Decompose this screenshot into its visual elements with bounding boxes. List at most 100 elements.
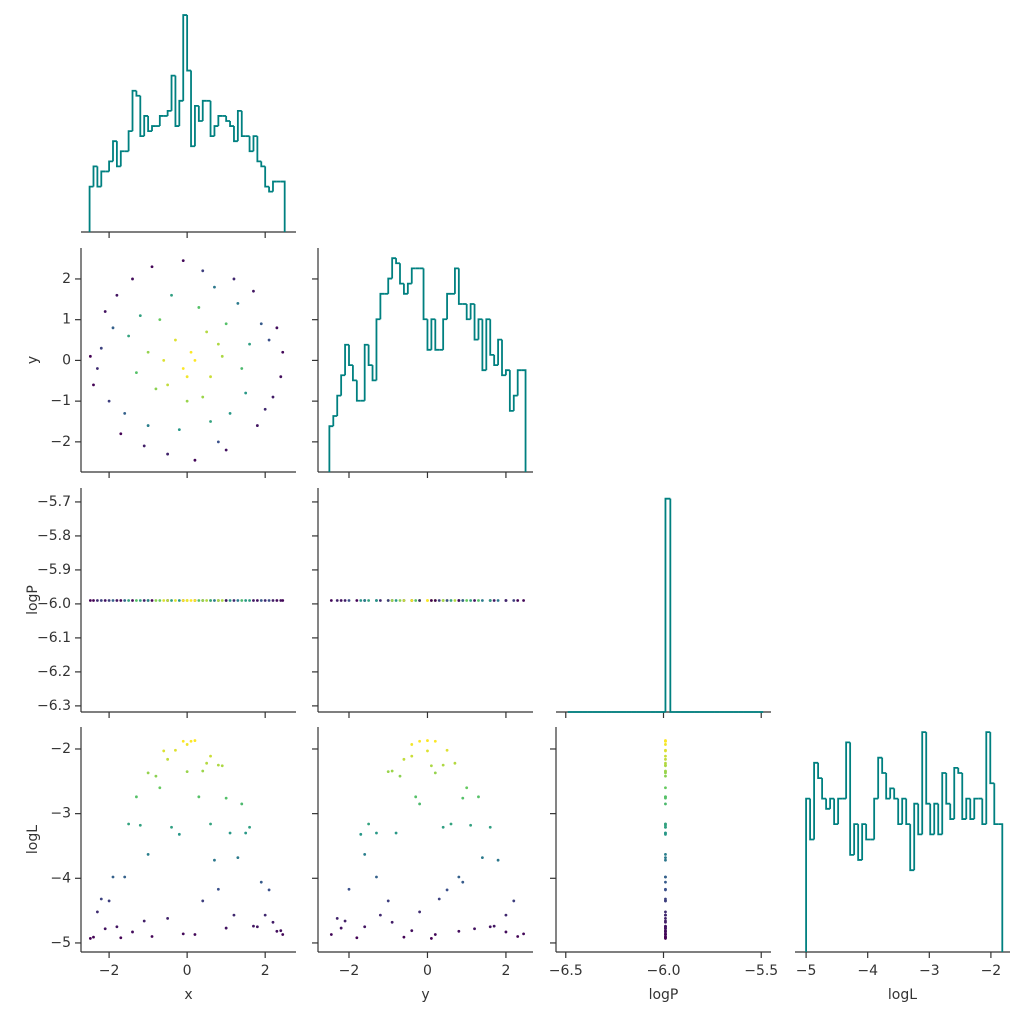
histogram-step <box>893 788 899 800</box>
histogram-step <box>965 797 971 820</box>
histogram-step <box>917 803 923 836</box>
scatter-point <box>664 919 667 923</box>
histogram-step <box>403 283 408 295</box>
histogram-step <box>280 180 286 232</box>
scatter-point <box>197 795 201 799</box>
scatter-point <box>473 927 476 931</box>
histogram-step <box>426 319 432 351</box>
scatter-point <box>347 887 351 891</box>
scatter-point <box>111 875 115 879</box>
scatter-point <box>664 858 667 862</box>
scatter-point <box>367 599 371 602</box>
scatter-point <box>488 925 492 929</box>
scatter-point <box>664 761 667 765</box>
scatter-point <box>275 599 279 602</box>
scatter-point <box>394 831 398 835</box>
scatter-point <box>664 933 667 936</box>
scatter-point <box>220 354 224 358</box>
scatter-point <box>664 825 667 829</box>
scatter-point <box>329 933 333 936</box>
scatter-point <box>664 887 667 891</box>
scatter-point <box>189 599 193 602</box>
scatter-point <box>664 935 667 938</box>
scatter-point <box>418 739 422 743</box>
scatter-point <box>146 350 150 354</box>
scatter-point <box>150 265 154 269</box>
histogram-step <box>508 370 514 412</box>
scatter-point <box>220 599 224 602</box>
scatter-point <box>496 858 500 862</box>
histogram-step <box>877 756 883 799</box>
scatter-point <box>279 375 283 379</box>
scatter-point <box>522 599 525 602</box>
histogram-step <box>813 761 819 840</box>
scatter-point <box>88 599 92 602</box>
histogram-step <box>430 318 436 350</box>
scatter-point <box>177 428 181 432</box>
histogram-step <box>252 135 258 152</box>
scatter-point <box>378 599 382 602</box>
scatter-point <box>244 599 248 602</box>
scatter-point <box>181 367 185 370</box>
scatter-point <box>201 599 205 602</box>
histogram-step <box>410 267 416 284</box>
x-tick-label: −2 <box>981 963 1002 979</box>
scatter-point <box>664 897 667 901</box>
x-tick-label: −6.5 <box>549 963 583 979</box>
scatter-point <box>426 739 429 742</box>
scatter-point <box>154 774 158 778</box>
scatter-point <box>429 599 433 602</box>
histogram-step <box>961 773 967 820</box>
histogram-step <box>375 318 381 381</box>
scatter-point <box>516 935 520 938</box>
scatter-point <box>95 599 99 602</box>
scatter-point <box>189 350 193 354</box>
histogram-step <box>457 268 463 305</box>
scatter-point <box>426 599 429 602</box>
histogram-step <box>422 268 428 321</box>
histogram-step <box>473 304 479 341</box>
scatter-point <box>146 771 150 775</box>
histogram-step <box>664 497 671 712</box>
scatter-point <box>664 786 667 790</box>
scatter-point <box>131 277 134 281</box>
histogram-step <box>166 110 172 116</box>
scatter-point <box>410 599 414 602</box>
scatter-point <box>664 822 667 826</box>
scatter-point <box>664 899 667 903</box>
y-tick-label: 1 <box>62 312 71 328</box>
scatter-point <box>127 822 131 826</box>
scatter-point <box>99 346 103 350</box>
scatter-point <box>473 599 476 602</box>
histogram-step <box>489 319 495 356</box>
histogram-step <box>829 797 835 809</box>
x-tick-label: 2 <box>501 963 510 979</box>
y-axis-label: logL <box>25 825 41 854</box>
scatter-point <box>410 743 414 746</box>
scatter-point <box>441 825 445 829</box>
scatter-point <box>449 822 453 826</box>
scatter-point <box>103 927 107 931</box>
scatter-point <box>193 458 197 462</box>
histogram-step <box>240 110 246 138</box>
histogram-step <box>881 757 887 774</box>
histogram-step <box>985 731 991 825</box>
scatter-point <box>103 599 107 602</box>
scatter-point <box>119 599 123 602</box>
scatter-point <box>433 599 437 602</box>
histogram-step <box>521 369 527 472</box>
y-tick-label: 0 <box>62 352 71 368</box>
scatter-point <box>469 823 473 827</box>
histogram-step <box>174 75 180 127</box>
x-axis-label: logL <box>888 987 917 1003</box>
scatter-point <box>216 763 220 767</box>
histogram-step <box>336 394 342 416</box>
histogram-step <box>446 292 452 320</box>
scatter-point <box>359 599 363 602</box>
histogram-step <box>889 787 895 799</box>
scatter-point <box>263 913 267 917</box>
scatter-point <box>142 444 146 448</box>
histogram-step <box>901 797 907 825</box>
scatter-point <box>150 599 154 602</box>
histogram-step <box>194 104 199 147</box>
